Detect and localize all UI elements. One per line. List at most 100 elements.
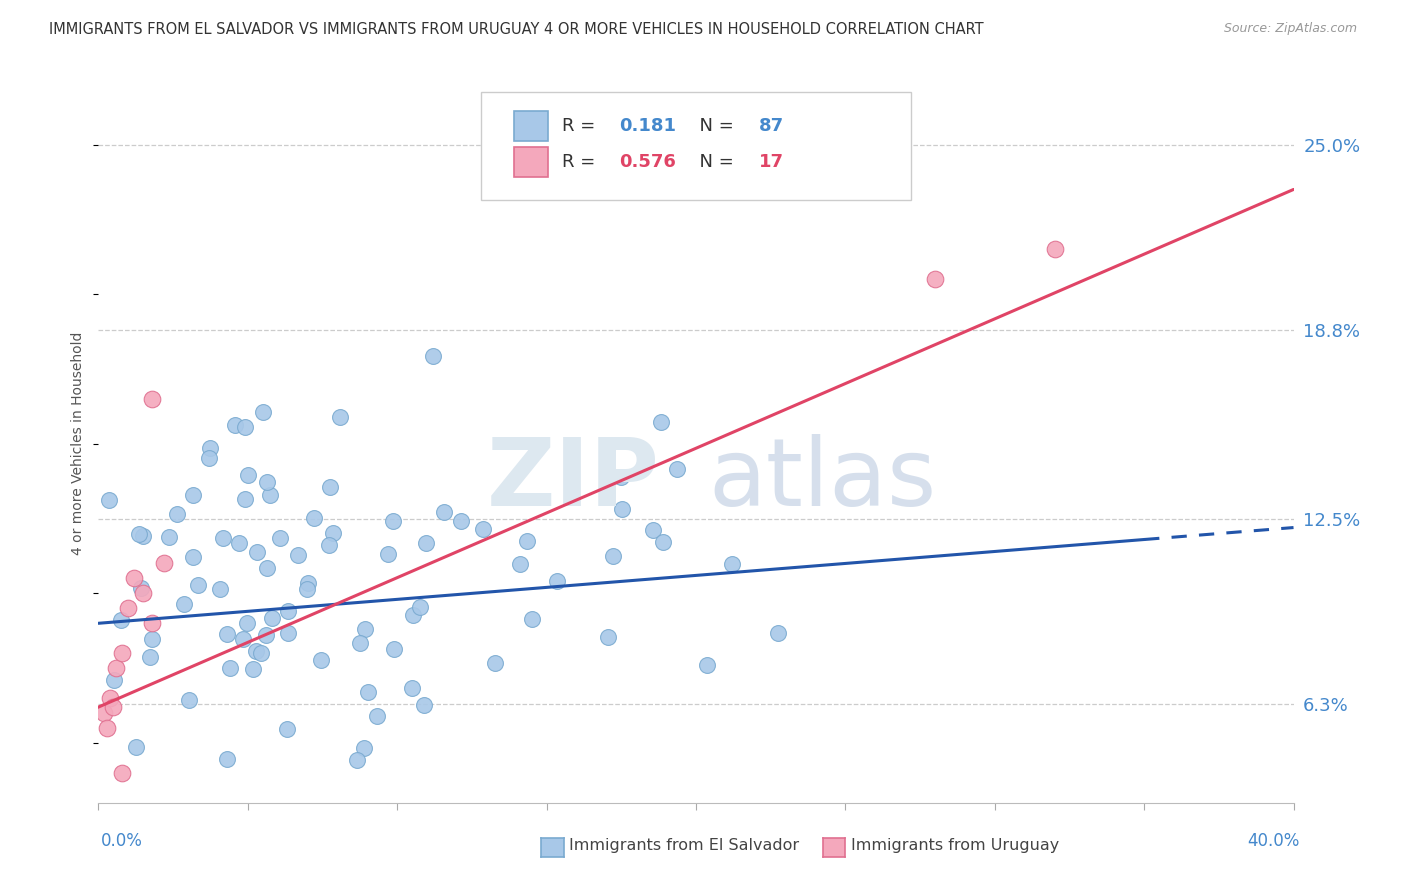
Point xyxy=(354,623,377,637)
Text: R =: R = xyxy=(562,153,602,171)
Point xyxy=(256,475,278,489)
Point xyxy=(260,611,283,625)
Text: ZIP: ZIP xyxy=(488,434,661,525)
Point xyxy=(721,557,744,571)
Point xyxy=(422,349,444,363)
Point xyxy=(412,698,434,713)
Point xyxy=(546,574,568,588)
Y-axis label: 4 or more Vehicles in Household: 4 or more Vehicles in Household xyxy=(72,332,86,556)
Text: Immigrants from El Salvador: Immigrants from El Salvador xyxy=(569,838,800,853)
Point xyxy=(111,765,134,780)
Point xyxy=(269,531,291,545)
Point xyxy=(252,404,274,418)
Point xyxy=(415,535,437,549)
Point xyxy=(381,514,404,528)
Point xyxy=(366,708,388,723)
Point xyxy=(297,582,319,596)
Point xyxy=(110,613,132,627)
Point xyxy=(610,502,633,516)
Point xyxy=(103,700,125,714)
Point xyxy=(246,545,269,559)
Point xyxy=(233,420,256,434)
Point xyxy=(211,531,233,545)
Point xyxy=(153,557,176,571)
Point xyxy=(117,601,139,615)
Point xyxy=(641,523,664,537)
Point xyxy=(233,491,256,506)
Point xyxy=(520,612,543,626)
Point xyxy=(93,706,115,720)
Point xyxy=(141,392,163,406)
Text: N =: N = xyxy=(688,153,740,171)
Point xyxy=(250,646,273,660)
Point xyxy=(433,505,456,519)
Point xyxy=(598,630,620,644)
Point xyxy=(602,549,624,564)
Point xyxy=(322,526,344,541)
Point xyxy=(408,599,430,614)
Text: 40.0%: 40.0% xyxy=(1247,832,1299,850)
Point xyxy=(124,571,146,585)
Point xyxy=(509,558,531,572)
Bar xyxy=(515,147,548,178)
Point xyxy=(96,721,118,735)
Point xyxy=(357,684,380,698)
Point xyxy=(297,576,319,591)
Point xyxy=(157,530,180,544)
Point xyxy=(484,656,506,670)
Bar xyxy=(515,112,548,142)
Text: N =: N = xyxy=(688,118,740,136)
Point xyxy=(450,514,472,528)
Point xyxy=(665,462,688,476)
Point xyxy=(125,739,148,754)
Point xyxy=(346,754,368,768)
Point xyxy=(610,470,633,484)
Point xyxy=(259,488,281,502)
Point xyxy=(181,550,204,565)
Text: 17: 17 xyxy=(759,153,785,171)
Point xyxy=(224,418,246,433)
Point xyxy=(128,527,150,541)
Point xyxy=(217,752,239,766)
Point xyxy=(277,603,299,617)
Point xyxy=(103,673,125,687)
Text: IMMIGRANTS FROM EL SALVADOR VS IMMIGRANTS FROM URUGUAY 4 OR MORE VEHICLES IN HOU: IMMIGRANTS FROM EL SALVADOR VS IMMIGRANT… xyxy=(49,22,984,37)
Point xyxy=(277,625,299,640)
Point xyxy=(650,415,672,429)
Point xyxy=(141,632,163,646)
FancyBboxPatch shape xyxy=(481,92,911,200)
Point xyxy=(198,442,221,456)
Point xyxy=(197,451,219,466)
Point xyxy=(256,561,278,575)
Point xyxy=(245,644,267,658)
Point xyxy=(384,642,406,657)
Point xyxy=(181,488,204,502)
Point xyxy=(1043,242,1066,256)
Point xyxy=(318,537,340,551)
Text: 87: 87 xyxy=(759,118,785,136)
Point xyxy=(319,480,342,494)
Point xyxy=(402,608,425,623)
Text: 0.576: 0.576 xyxy=(620,153,676,171)
Text: 0.181: 0.181 xyxy=(620,118,676,136)
Point xyxy=(111,646,134,660)
Point xyxy=(141,616,163,631)
Point xyxy=(254,628,277,642)
Point xyxy=(276,722,298,736)
Point xyxy=(166,507,188,521)
Point xyxy=(242,662,264,676)
Point xyxy=(139,650,162,665)
Point xyxy=(179,693,201,707)
Point xyxy=(349,636,371,650)
Point xyxy=(209,582,232,597)
Point xyxy=(766,626,789,640)
Point xyxy=(131,529,153,543)
Point xyxy=(309,653,332,667)
Point xyxy=(353,741,375,756)
Point xyxy=(173,597,195,611)
Point xyxy=(696,657,718,672)
Point xyxy=(105,661,128,675)
Point xyxy=(238,467,260,482)
Point xyxy=(401,681,423,695)
Point xyxy=(652,535,675,549)
